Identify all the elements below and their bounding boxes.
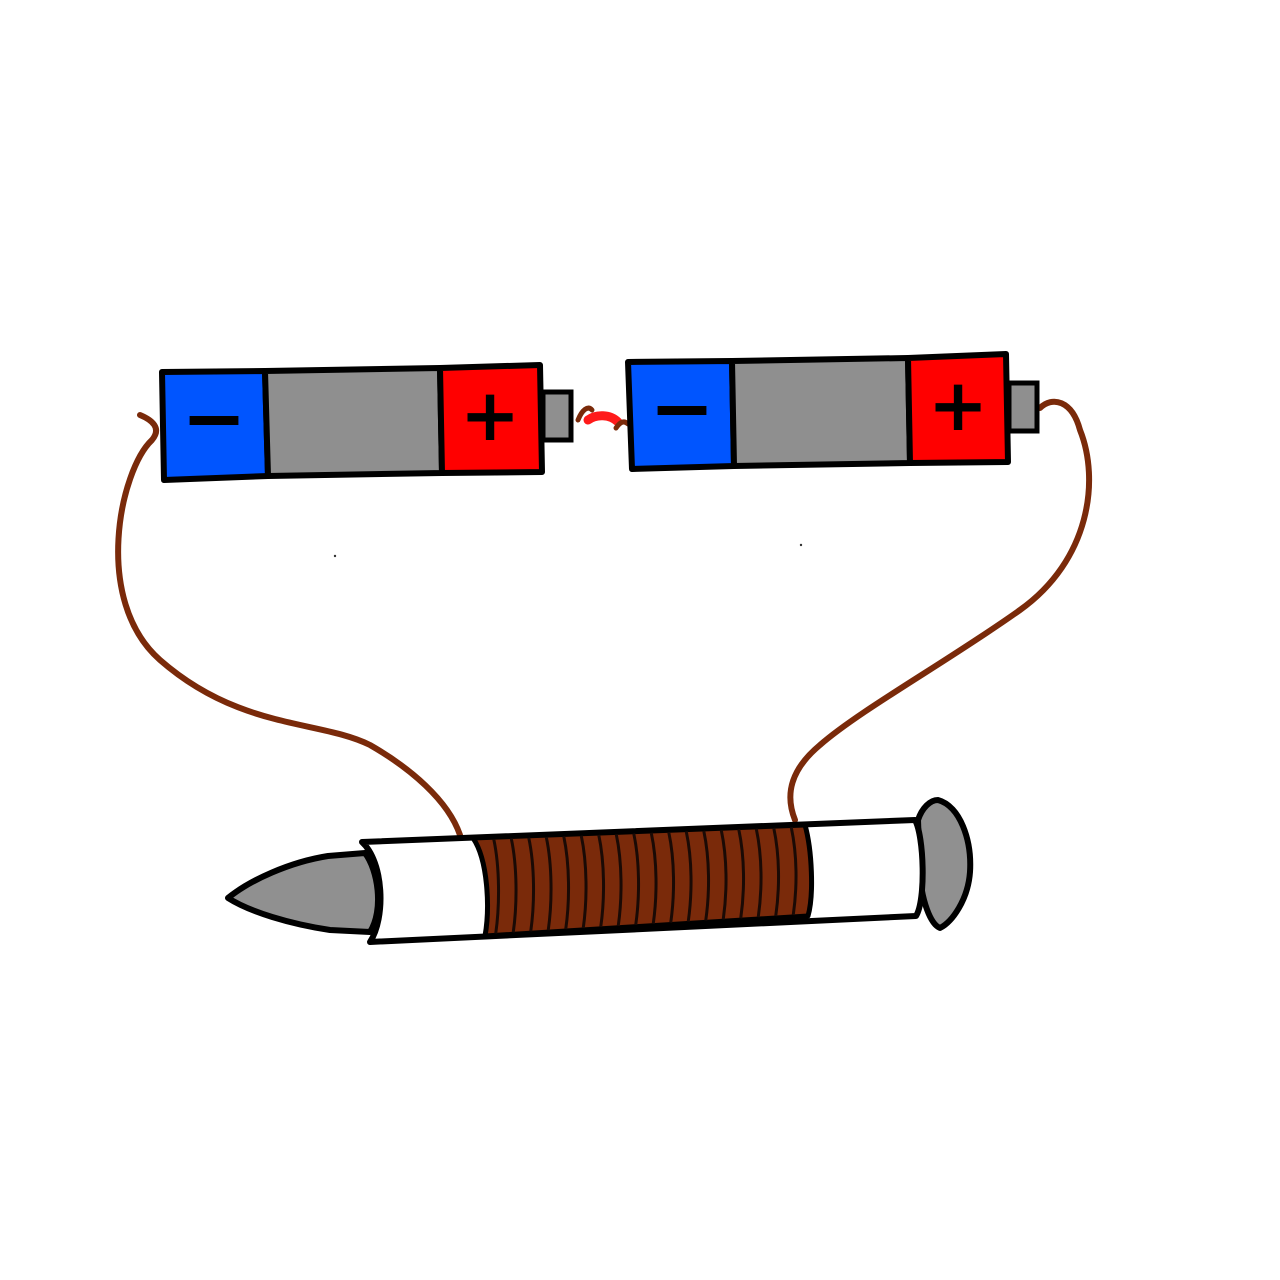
battery-left: − +: [159, 362, 574, 483]
nail-electromagnet: [225, 797, 974, 945]
negative-label-right: −: [649, 364, 714, 454]
coil-turn: [719, 829, 728, 920]
terminal-cap-left: [540, 389, 574, 443]
coil-turn: [544, 836, 553, 931]
coil-turn: [667, 831, 676, 923]
wire-coil: [470, 822, 815, 939]
battery-connector: [575, 405, 631, 431]
coil-turn: [614, 833, 623, 927]
right-wire: [787, 398, 1093, 823]
terminal-cap-right: [1006, 380, 1040, 434]
coil-turn: [509, 838, 518, 933]
positive-label-right: +: [928, 363, 988, 447]
positive-terminal-left: [437, 362, 545, 476]
coil-turn: [737, 829, 746, 919]
speck: [333, 554, 337, 558]
negative-label-left: −: [181, 374, 246, 464]
positive-label-left: +: [460, 373, 520, 457]
left-wire: [115, 412, 463, 838]
coil-turn: [562, 836, 571, 930]
battery-body-right: [729, 355, 913, 469]
nail-head: [915, 797, 974, 931]
speck: [799, 543, 803, 547]
coil-turn: [754, 828, 763, 918]
coil-turns: [492, 826, 798, 934]
coil-turn: [527, 837, 536, 932]
positive-terminal-right: [905, 351, 1011, 466]
coil-turn: [492, 838, 501, 934]
coil-turn: [702, 830, 711, 921]
battery-body-left: [262, 365, 445, 479]
coil-turn: [597, 834, 606, 928]
coil-turn: [789, 826, 798, 916]
coil-turn: [649, 832, 658, 924]
coil-turn: [579, 835, 588, 929]
coil-turn: [772, 827, 781, 917]
coil-turn: [684, 831, 693, 922]
coil-turn: [632, 833, 641, 925]
nail-tip: [225, 850, 382, 935]
battery-right: − +: [625, 351, 1040, 472]
